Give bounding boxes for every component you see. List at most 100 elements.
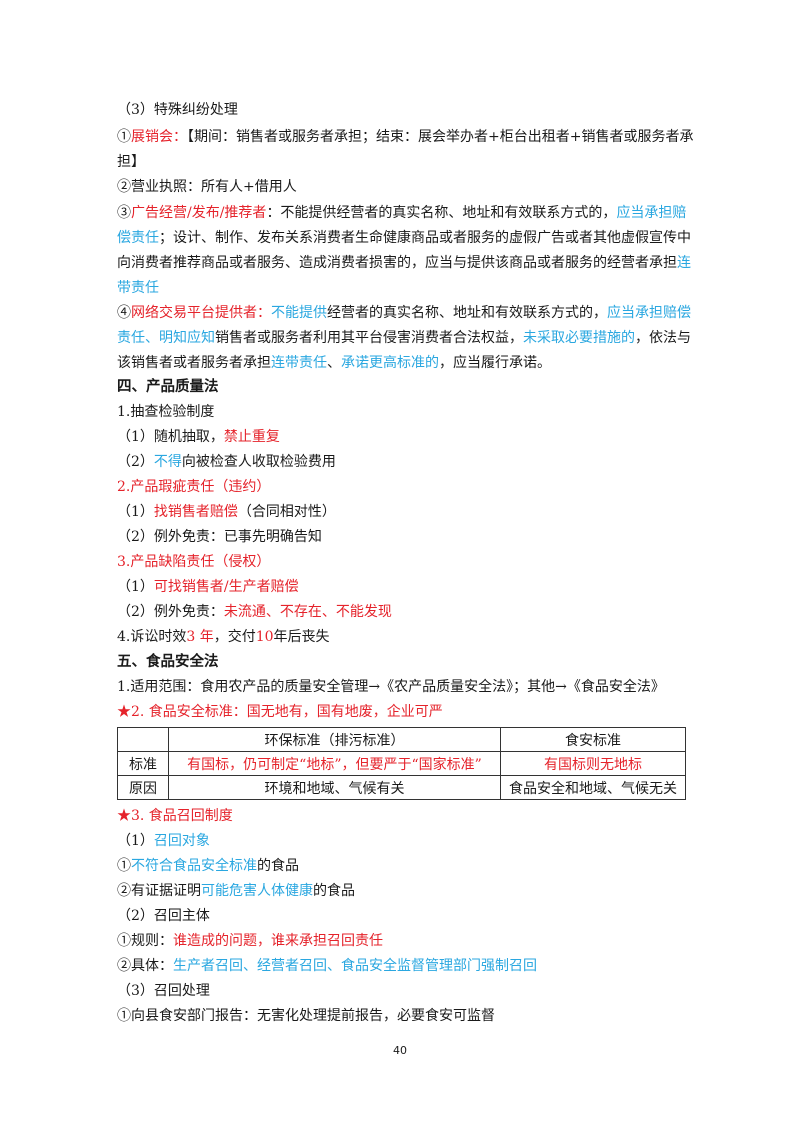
highlight-text: 禁止重复 — [223, 429, 280, 445]
list-item: （1）随机抽取，禁止重复 — [117, 427, 697, 447]
list-item: （1）找销售者赔偿（合同相对性） — [117, 502, 697, 522]
table-cell: 食品安全和地域、气候无关 — [500, 775, 686, 800]
text: ① — [117, 858, 131, 874]
text: ④ — [117, 305, 131, 321]
text: ①规则： — [117, 933, 173, 949]
text: （2）召回主体 — [117, 908, 210, 924]
text: 年后丧失 — [273, 629, 330, 645]
text: ①向县食安部门报告：无害化处理提前报告，必要食安可监督 — [117, 1008, 495, 1024]
highlight-text: 3 年 — [186, 629, 214, 645]
text: ③ — [117, 205, 131, 221]
highlight-text: 不符合食品安全标准 — [131, 858, 257, 874]
text: （1） — [117, 504, 154, 520]
list-item: （2）例外免责：未流通、不存在、不能发现 — [117, 602, 697, 622]
highlight-text: 连带责任 — [117, 255, 691, 296]
paragraph-license: ②营业执照：所有人+借用人 — [117, 177, 697, 197]
text: （2） — [117, 454, 154, 470]
table-cell: 环境和地域、气候有关 — [168, 775, 501, 800]
text: （3）召回处理 — [117, 983, 210, 999]
list-item: （2）例外免责：已事先明确告知 — [117, 527, 697, 547]
table-cell: 有国标，仍可制定“地标”，但要严于“国家标准” — [168, 751, 501, 776]
text: ① — [117, 129, 131, 145]
text: ②营业执照：所有人+借用人 — [117, 179, 297, 195]
subsection-heading: （3）特殊纠纷处理 — [117, 100, 697, 120]
text: （2）例外免责：已事先明确告知 — [117, 529, 322, 545]
text: （2）例外免责： — [117, 604, 224, 620]
list-item: ②具体：生产者召回、经营者召回、食品安全监督管理部门强制召回 — [117, 956, 697, 976]
text: 、 — [327, 355, 341, 371]
text: ②具体： — [117, 958, 173, 974]
highlight-text: 连带责任 — [271, 355, 327, 371]
section-heading-product-quality: 四、产品质量法 — [117, 377, 697, 397]
table-header-env: 环保标准（排污标准） — [168, 727, 501, 752]
table-row-label: 原因 — [117, 775, 169, 800]
paragraph-platform: ④网络交易平台提供者：不能提供经营者的真实名称、地址和有效联系方式的，应当承担赔… — [117, 301, 697, 376]
list-item: ①向县食安部门报告：无害化处理提前报告，必要食安可监督 — [117, 1006, 697, 1026]
text: ★2. 食品安全标准：国无地有，国有地废，企业可严 — [117, 704, 443, 720]
text: ： — [257, 305, 271, 321]
highlight-text: 承诺更高标准的 — [341, 355, 439, 371]
text: 1.抽查检验制度 — [117, 404, 215, 420]
paragraph-advertiser: ③广告经营/发布/推荐者：不能提供经营者的真实名称、地址和有效联系方式的，应当承… — [117, 201, 697, 301]
section-heading-food-safety: 五、食品安全法 — [117, 652, 697, 672]
text: （合同相对性） — [237, 504, 336, 520]
list-item: （2）不得向被检查人收取检验费用 — [117, 452, 697, 472]
list-item: 3.产品缺陷责任（侵权） — [117, 552, 697, 572]
list-item: （2）召回主体 — [117, 906, 697, 926]
table-row-label: 标准 — [117, 751, 169, 776]
text: 【期间：销售者或服务者承担；结束：展会举办者+柜台出租者+销售者或服务者承担】 — [117, 129, 694, 170]
list-item: 1.抽查检验制度 — [117, 402, 697, 422]
text: 销售者或服务者利用其平台侵害消费者合法权益， — [215, 330, 523, 346]
list-item: 1.适用范围：食用农产品的质量安全管理→《农产品质量安全法》；其他→《食品安全法… — [117, 677, 717, 697]
text: ★3. 食品召回制度 — [117, 808, 233, 824]
text: （1） — [117, 833, 154, 849]
text: ；设计、制作、发布关系消费者生命健康商品或者服务的虚假广告或者其他虚假宣传中向消… — [117, 230, 691, 271]
highlight-text: 找销售者赔偿 — [153, 504, 238, 520]
text: 经营者的真实名称、地址和有效联系方式的， — [327, 305, 607, 321]
highlight-text: 可能危害人体健康 — [201, 883, 313, 899]
text: （1） — [117, 579, 154, 595]
highlight-text: 未采取必要措施的 — [523, 330, 635, 346]
highlight-text: 10 — [255, 629, 274, 645]
list-item: ②有证据证明可能危害人体健康的食品 — [117, 881, 697, 901]
text: （1）随机抽取， — [117, 429, 224, 445]
text: 四、产品质量法 — [117, 379, 219, 395]
text: 2.产品瑕疵责任（违约） — [117, 479, 271, 495]
list-item: （3）召回处理 — [117, 981, 697, 1001]
text: ，依法与该销售者或者服务者承担 — [117, 330, 691, 371]
text: 3.产品缺陷责任（侵权） — [117, 554, 271, 570]
text: （3）特殊纠纷处理 — [117, 102, 238, 118]
highlight-text: 生产者召回、经营者召回、食品安全监督管理部门强制召回 — [173, 958, 537, 974]
table-cell: 有国标则无地标 — [500, 751, 686, 776]
highlight-text: 明知应知 — [159, 330, 215, 346]
highlight-text: 应当承担赔偿责任 — [117, 305, 691, 346]
text: ，应当履行承诺。 — [439, 355, 551, 371]
text: ：不能提供经营者的真实名称、地址和有效联系方式的， — [266, 205, 617, 221]
highlight-text: 展销会： — [131, 129, 187, 145]
list-item: 4.诉讼时效3 年，交付10年后丧失 — [117, 627, 697, 647]
table-header-food: 食安标准 — [500, 727, 686, 752]
list-item: 2.产品瑕疵责任（违约） — [117, 477, 697, 497]
text: 向被检查人收取检验费用 — [181, 454, 336, 470]
highlight-text: 不得 — [153, 454, 182, 470]
text: 1.适用范围：食用农产品的质量安全管理→《农产品质量安全法》；其他→《食品安全法… — [117, 679, 665, 695]
standards-comparison-table: 环保标准（排污标准） 食安标准 标准 有国标，仍可制定“地标”，但要严于“国家标… — [117, 727, 686, 800]
highlight-text: 可找销售者/生产者赔偿 — [153, 579, 299, 595]
highlight-text: 未流通、不存在、不能发现 — [223, 604, 392, 620]
highlight-text: 网络交易平台提供者 — [131, 305, 257, 321]
highlight-text: 谁造成的问题，谁来承担召回责任 — [173, 933, 383, 949]
page-number: 40 — [393, 1044, 407, 1057]
table-header-row: 环保标准（排污标准） 食安标准 — [117, 727, 686, 752]
list-item: ①规则：谁造成的问题，谁来承担召回责任 — [117, 931, 697, 951]
paragraph-exhibition: ①展销会：【期间：销售者或服务者承担；结束：展会举办者+柜台出租者+销售者或服务… — [117, 125, 697, 175]
list-item-starred: ★3. 食品召回制度 — [117, 806, 697, 826]
table-row: 标准 有国标，仍可制定“地标”，但要严于“国家标准” 有国标则无地标 — [117, 751, 686, 776]
text: 4.诉讼时效 — [117, 629, 187, 645]
highlight-text: 广告经营/发布/推荐者 — [131, 205, 267, 221]
list-item: （1）可找销售者/生产者赔偿 — [117, 577, 697, 597]
list-item: （1）召回对象 — [117, 831, 697, 851]
list-item: ①不符合食品安全标准的食品 — [117, 856, 697, 876]
text: ②有证据证明 — [117, 883, 201, 899]
highlight-text: 召回对象 — [153, 833, 210, 849]
